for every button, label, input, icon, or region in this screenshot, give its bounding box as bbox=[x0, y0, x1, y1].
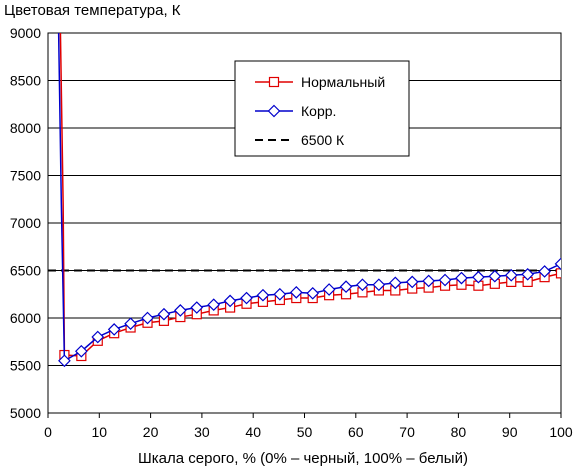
series-corr-point bbox=[240, 291, 253, 305]
series-corr-point bbox=[74, 344, 88, 358]
series-corr-point bbox=[58, 354, 71, 368]
legend-marker-normal bbox=[268, 76, 280, 88]
legend-box bbox=[234, 60, 410, 157]
y-tick-label-7000: 7000 bbox=[10, 215, 41, 231]
series-corr-point bbox=[438, 273, 452, 287]
series-corr-point bbox=[372, 278, 386, 292]
series-corr-point bbox=[107, 323, 121, 336]
series-corr-point bbox=[306, 286, 320, 300]
series-corr-point bbox=[223, 294, 237, 308]
y-tick-label-7500: 7500 bbox=[10, 168, 41, 184]
series-corr-point bbox=[554, 257, 561, 271]
y-tick-label-9000: 9000 bbox=[10, 25, 41, 41]
series-corr-point bbox=[405, 275, 419, 289]
x-axis-label: Шкала серого, % (0% – черный, 100% – бел… bbox=[138, 450, 468, 467]
x-tick-label-20: 20 bbox=[143, 424, 159, 440]
series-corr-point bbox=[422, 274, 435, 288]
x-tick-label-100: 100 bbox=[549, 424, 573, 440]
y-tick-label-6000: 6000 bbox=[10, 310, 41, 326]
series-corr-point bbox=[388, 276, 402, 290]
x-tick-label-80: 80 bbox=[451, 424, 467, 440]
series-corr-point bbox=[322, 283, 336, 296]
y-tick-label-6500: 6500 bbox=[10, 263, 41, 279]
legend-label-corr: Корр. bbox=[301, 103, 336, 119]
series-corr-point bbox=[538, 265, 551, 278]
series-corr-point bbox=[521, 267, 535, 281]
series-normal-point bbox=[555, 268, 561, 279]
series-corr-point bbox=[141, 311, 154, 325]
series-corr-point bbox=[289, 286, 303, 299]
series-corr-point bbox=[174, 304, 187, 317]
series-corr-point bbox=[124, 317, 137, 331]
series-corr-point bbox=[157, 307, 171, 321]
series-corr-point bbox=[339, 280, 353, 293]
series-corr-point bbox=[91, 330, 105, 344]
series-corr-point bbox=[504, 268, 518, 282]
legend-label-6500k: 6500 К bbox=[301, 132, 345, 148]
x-tick-label-40: 40 bbox=[245, 424, 261, 440]
series-corr-point bbox=[488, 269, 502, 283]
y-tick-label-8000: 8000 bbox=[10, 120, 41, 136]
series-corr-point bbox=[273, 287, 287, 301]
chart-title: Цветовая температура, К bbox=[4, 2, 181, 19]
y-tick-label-5000: 5000 bbox=[10, 405, 41, 421]
x-tick-label-0: 0 bbox=[44, 424, 52, 440]
series-corr-point bbox=[455, 271, 468, 285]
series-corr-point bbox=[207, 298, 221, 312]
series-corr-point bbox=[472, 270, 485, 284]
y-tick-label-8500: 8500 bbox=[10, 73, 41, 89]
legend-label-normal: Нормальный bbox=[301, 74, 385, 90]
legend-marker-corr bbox=[267, 104, 281, 118]
series-corr-point bbox=[190, 301, 204, 314]
x-tick-label-10: 10 bbox=[92, 424, 108, 440]
series-corr-point bbox=[256, 288, 270, 302]
x-tick-label-90: 90 bbox=[502, 424, 518, 440]
series-corr-point bbox=[356, 278, 369, 292]
x-tick-label-50: 50 bbox=[297, 424, 313, 440]
series-group bbox=[48, 33, 561, 368]
series-corr-line bbox=[57, 33, 561, 363]
x-tick-label-60: 60 bbox=[348, 424, 364, 440]
x-tick-label-70: 70 bbox=[399, 424, 415, 440]
x-tick-label-30: 30 bbox=[194, 424, 210, 440]
y-tick-label-5500: 5500 bbox=[10, 358, 41, 374]
